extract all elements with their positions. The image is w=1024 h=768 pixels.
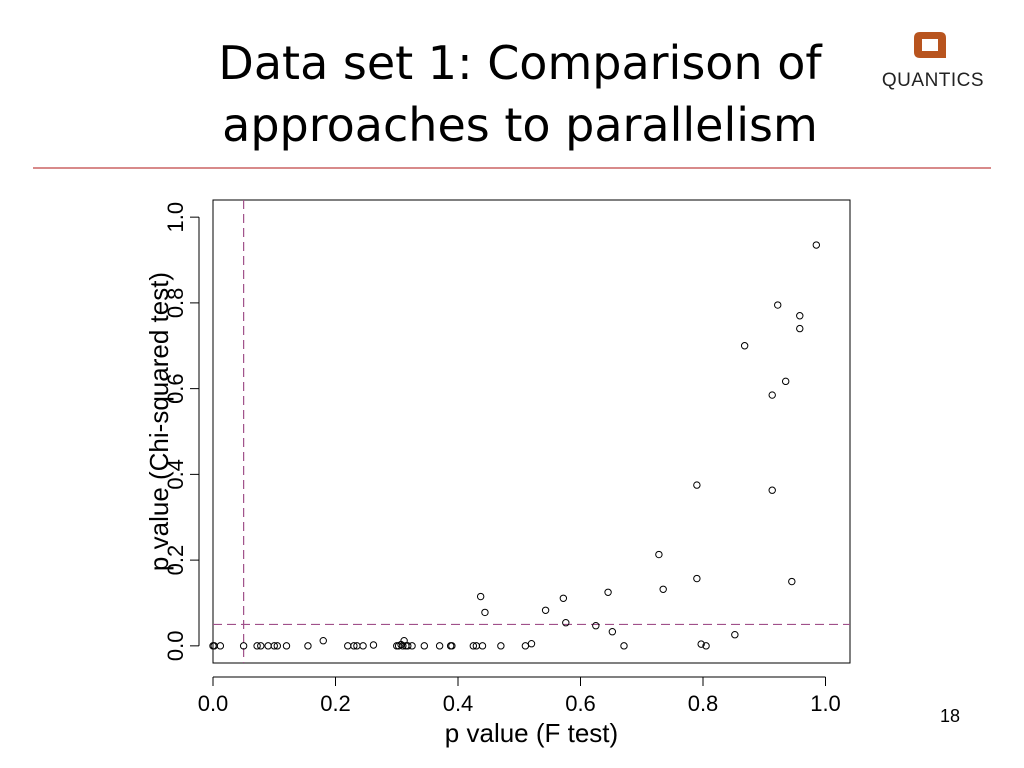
data-point (476, 592, 485, 601)
y-tick-label: 0.6 (163, 373, 188, 404)
data-point (350, 642, 358, 650)
data-point (697, 640, 705, 648)
data-point (304, 642, 312, 650)
data-point (604, 588, 612, 596)
data-point (408, 642, 416, 650)
quantics-logo: QUANTICS (878, 30, 988, 94)
x-tick-label: 1.0 (810, 691, 841, 716)
data-point (659, 585, 667, 593)
data-point (812, 241, 821, 249)
data-point (731, 631, 739, 639)
y-tick-label: 0.4 (163, 459, 188, 490)
data-point (478, 642, 487, 650)
x-axis-label: p value (F test) (445, 718, 618, 748)
quantics-logo-icon (914, 32, 946, 58)
data-point (369, 641, 378, 649)
data-point (282, 642, 291, 650)
data-point (693, 481, 701, 489)
data-point (253, 642, 261, 650)
data-point (239, 642, 248, 650)
y-tick-label: 0.0 (163, 631, 188, 662)
data-point (768, 486, 776, 494)
data-point (796, 324, 804, 333)
data-point (319, 637, 327, 645)
title-divider (33, 167, 991, 169)
data-point (702, 642, 710, 650)
data-point (273, 642, 282, 650)
data-point (781, 377, 790, 386)
data-point (257, 642, 265, 650)
x-tick-label: 0.6 (565, 691, 596, 716)
data-point (740, 342, 749, 350)
slide-title: Data set 1: Comparison of approaches to … (150, 32, 890, 156)
y-tick-label: 1.0 (163, 202, 188, 233)
data-point (404, 642, 412, 650)
data-point (541, 606, 550, 614)
x-tick-label: 0.8 (688, 691, 719, 716)
data-point (521, 642, 530, 650)
y-tick-label: 0.2 (163, 545, 188, 576)
data-point (344, 642, 352, 650)
data-point (216, 642, 225, 650)
data-point (788, 577, 796, 586)
data-point (693, 574, 701, 583)
data-point (796, 312, 804, 320)
logo-text: QUANTICS (881, 70, 985, 91)
data-point (620, 642, 628, 650)
data-point (768, 391, 776, 399)
slide-title-line-2: approaches to parallelism (222, 98, 818, 152)
x-tick-label: 0.2 (320, 691, 351, 716)
data-point (400, 637, 408, 645)
slide-number: 18 (939, 706, 961, 726)
plot-frame (212, 199, 851, 664)
data-point (270, 642, 278, 650)
data-point (469, 642, 478, 650)
slide-title-line-1: Data set 1: Comparison of (218, 36, 822, 90)
data-point (527, 640, 536, 648)
data-point (562, 619, 570, 627)
data-point (359, 642, 367, 650)
data-point (264, 642, 272, 650)
y-tick-label: 0.8 (163, 288, 188, 319)
data-point (774, 301, 782, 309)
data-point (655, 550, 663, 559)
data-point (497, 642, 505, 650)
x-tick-label: 0.4 (443, 691, 474, 716)
data-point (399, 642, 407, 650)
data-point (592, 622, 600, 630)
data-point (420, 642, 429, 650)
data-point (435, 642, 444, 650)
data-point (481, 608, 489, 617)
y-axis-label: p value (Chi-squared test) (144, 272, 174, 571)
data-point (448, 642, 456, 650)
data-point (559, 594, 568, 602)
x-tick-label: 0.0 (198, 691, 229, 716)
data-point (608, 628, 617, 636)
